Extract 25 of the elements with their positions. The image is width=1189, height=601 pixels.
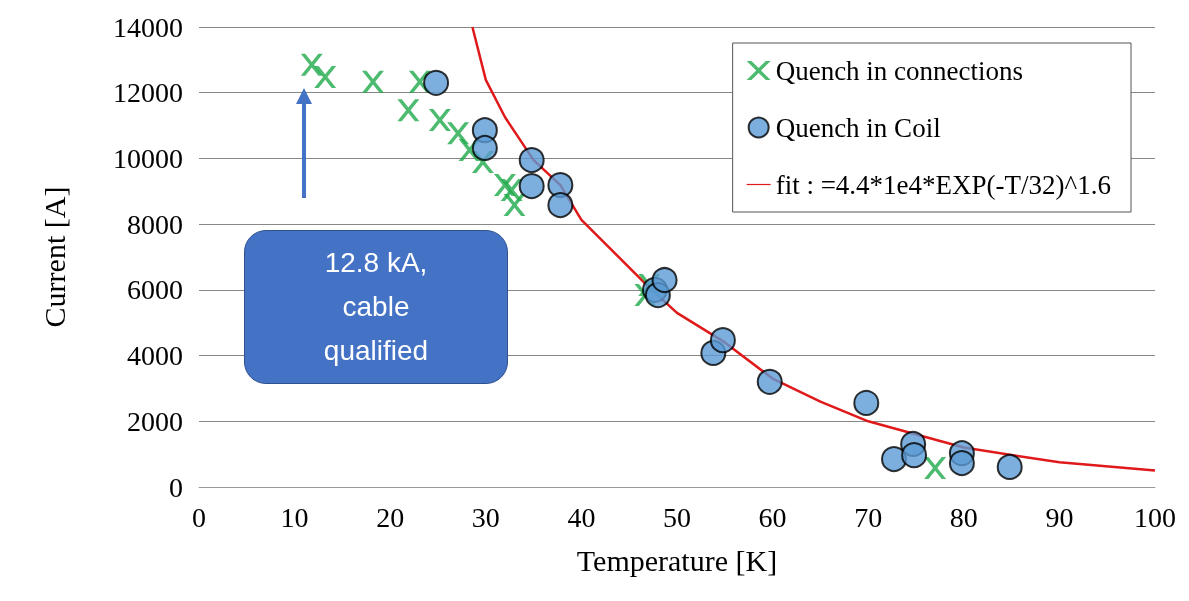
legend-label: Quench in Coil (775, 112, 941, 143)
y-tick-label: 10000 (113, 142, 183, 174)
y-tick-label: 12000 (113, 77, 183, 109)
x-tick-label: 50 (663, 501, 691, 533)
callout-box: 12.8 kA, cable qualified (244, 230, 508, 384)
x-tick-label: 10 (280, 501, 309, 533)
legend-label: fit : =4.4*1e4*EXP(-T/32)^1.6 (775, 169, 1112, 200)
x-tick-label: 100 (1134, 501, 1176, 533)
x-tick-label: 40 (567, 501, 596, 533)
y-tick-label: 14000 (113, 11, 183, 43)
y-tick-label: 0 (169, 471, 183, 503)
y-axis-title: Current [A] (37, 186, 71, 328)
x-tick-label: 90 (1045, 501, 1074, 533)
x-tick-label: 30 (471, 501, 500, 533)
x-tick-label: 0 (192, 501, 206, 533)
y-tick-label: 4000 (127, 340, 183, 372)
legend-label: Quench in connections (775, 55, 1024, 86)
x-tick-label: 80 (949, 501, 978, 533)
x-axis-title: Temperature [K] (576, 543, 778, 577)
x-tick-label: 60 (758, 501, 787, 533)
x-tick-label: 20 (376, 501, 405, 533)
y-tick-label: 2000 (127, 405, 183, 437)
x-tick-label: 70 (854, 501, 883, 533)
y-tick-label: 6000 (127, 274, 183, 306)
y-tick-label: 8000 (127, 208, 183, 240)
